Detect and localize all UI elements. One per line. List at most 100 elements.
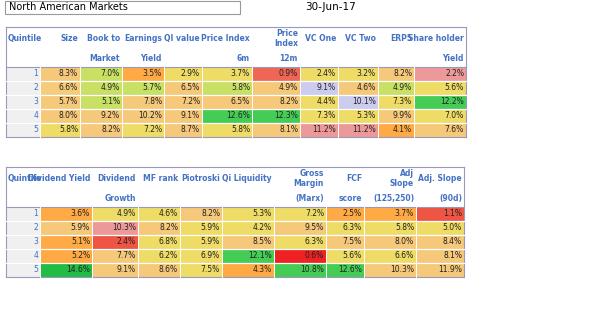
Bar: [274, 235, 326, 249]
Bar: [202, 123, 252, 137]
Text: 5.8%: 5.8%: [59, 125, 78, 134]
Text: 5.7%: 5.7%: [143, 84, 162, 93]
Bar: [222, 207, 274, 221]
Text: 10.3%: 10.3%: [390, 266, 414, 275]
Bar: [326, 263, 364, 277]
Text: (Marx): (Marx): [295, 194, 324, 203]
Bar: [326, 249, 364, 263]
Text: 3.7%: 3.7%: [231, 69, 250, 78]
Text: 4.9%: 4.9%: [279, 84, 298, 93]
Bar: [122, 95, 164, 109]
Text: 5.7%: 5.7%: [59, 98, 78, 107]
Bar: [414, 123, 466, 137]
Text: 14.6%: 14.6%: [66, 266, 90, 275]
Bar: [378, 81, 414, 95]
Text: 10.1%: 10.1%: [352, 98, 376, 107]
Bar: [274, 263, 326, 277]
Text: North American Markets: North American Markets: [9, 3, 128, 13]
Bar: [326, 207, 364, 221]
Text: Adj
Slope: Adj Slope: [390, 169, 414, 188]
Bar: [180, 263, 222, 277]
Text: 7.8%: 7.8%: [143, 98, 162, 107]
Text: 7.0%: 7.0%: [101, 69, 120, 78]
Bar: [92, 263, 138, 277]
Bar: [222, 263, 274, 277]
Text: Yield: Yield: [443, 54, 464, 63]
Bar: [40, 95, 80, 109]
Text: 6.3%: 6.3%: [343, 223, 362, 232]
Text: 12m: 12m: [280, 54, 298, 63]
Bar: [416, 235, 464, 249]
Bar: [364, 221, 416, 235]
Text: 4: 4: [33, 252, 38, 261]
Bar: [6, 95, 40, 109]
Bar: [300, 109, 338, 123]
Bar: [80, 81, 122, 95]
Bar: [40, 67, 80, 81]
Text: 1.1%: 1.1%: [443, 209, 462, 218]
Bar: [326, 221, 364, 235]
Text: 3: 3: [33, 98, 38, 107]
Text: 6.6%: 6.6%: [59, 84, 78, 93]
Text: 12.6%: 12.6%: [226, 112, 250, 121]
Text: 3.2%: 3.2%: [357, 69, 376, 78]
Text: 11.2%: 11.2%: [352, 125, 376, 134]
Bar: [202, 109, 252, 123]
Text: 5.8%: 5.8%: [231, 125, 250, 134]
Text: 2: 2: [33, 223, 38, 232]
Text: QI value: QI value: [164, 34, 200, 43]
Text: 12.2%: 12.2%: [440, 98, 464, 107]
Bar: [138, 207, 180, 221]
Bar: [122, 123, 164, 137]
Text: 5.8%: 5.8%: [395, 223, 414, 232]
Text: 4.6%: 4.6%: [357, 84, 376, 93]
Bar: [40, 249, 92, 263]
Bar: [138, 235, 180, 249]
Text: 4.1%: 4.1%: [393, 125, 412, 134]
Text: (125,250): (125,250): [373, 194, 414, 203]
Text: 4.9%: 4.9%: [393, 84, 412, 93]
Text: 2.4%: 2.4%: [317, 69, 336, 78]
Text: 30-Jun-17: 30-Jun-17: [305, 3, 356, 13]
Text: Yield: Yield: [140, 54, 162, 63]
Text: 7.7%: 7.7%: [117, 252, 136, 261]
Text: 2.2%: 2.2%: [445, 69, 464, 78]
Text: 5.9%: 5.9%: [71, 223, 90, 232]
Bar: [300, 123, 338, 137]
Bar: [378, 67, 414, 81]
FancyBboxPatch shape: [5, 1, 240, 14]
Text: 5: 5: [33, 125, 38, 134]
Text: 8.2%: 8.2%: [279, 98, 298, 107]
Text: 12.6%: 12.6%: [338, 266, 362, 275]
Text: Dividend: Dividend: [98, 174, 136, 183]
Bar: [364, 249, 416, 263]
Text: 8.0%: 8.0%: [59, 112, 78, 121]
Text: (90d): (90d): [439, 194, 462, 203]
Bar: [338, 123, 378, 137]
Bar: [92, 221, 138, 235]
Text: 9.1%: 9.1%: [317, 84, 336, 93]
Text: 4.9%: 4.9%: [117, 209, 136, 218]
Bar: [164, 95, 202, 109]
Text: 5.6%: 5.6%: [343, 252, 362, 261]
Text: 8.3%: 8.3%: [59, 69, 78, 78]
Bar: [6, 207, 40, 221]
Text: 7.2%: 7.2%: [181, 98, 200, 107]
Text: 2.4%: 2.4%: [117, 237, 136, 246]
Text: Quintile: Quintile: [8, 34, 42, 43]
Text: 7.3%: 7.3%: [317, 112, 336, 121]
Text: 0.9%: 0.9%: [279, 69, 298, 78]
Bar: [364, 263, 416, 277]
Bar: [138, 263, 180, 277]
Text: 7.5%: 7.5%: [201, 266, 220, 275]
Text: Price Index: Price Index: [202, 34, 250, 43]
Bar: [164, 123, 202, 137]
Text: VC One: VC One: [305, 34, 336, 43]
Bar: [252, 123, 300, 137]
Text: Market: Market: [89, 54, 120, 63]
Bar: [138, 249, 180, 263]
Text: 8.2%: 8.2%: [393, 69, 412, 78]
Text: 6.5%: 6.5%: [231, 98, 250, 107]
Text: score: score: [338, 194, 362, 203]
Text: Adj. Slope: Adj. Slope: [418, 174, 462, 183]
